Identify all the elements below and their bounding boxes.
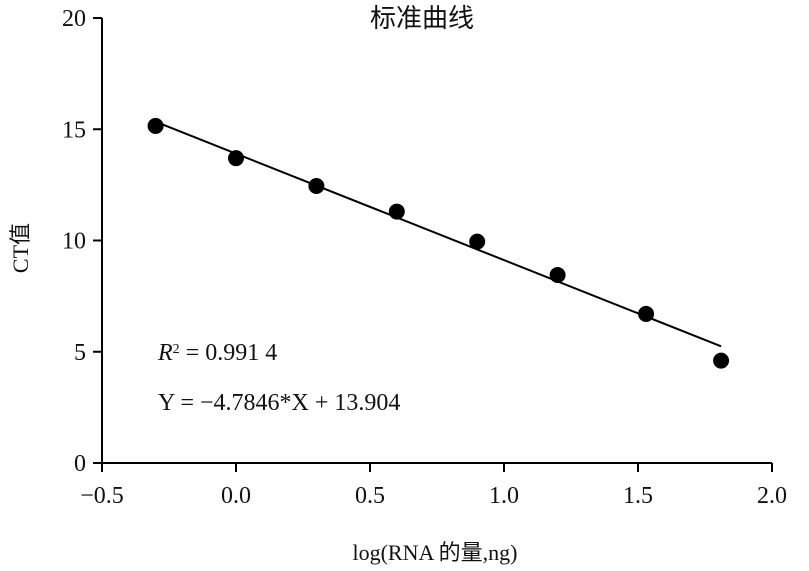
x-axis-ticks: −0.5 0.0 0.5 1.0 1.5 2.0: [80, 463, 787, 509]
data-point: [147, 117, 164, 134]
regression-equation: Y = −4.7846*X + 13.904: [158, 390, 400, 416]
y-tick-label: 15: [62, 117, 86, 143]
data-point: [308, 177, 325, 194]
r-squared-value: = 0.991 4: [180, 340, 278, 366]
y-tick-label: 20: [62, 6, 86, 32]
x-tick-label: 1.0: [489, 483, 519, 509]
regression-line: [155, 120, 722, 348]
r-squared-annotation: R2 = 0.991 4: [157, 340, 277, 366]
r-squared-symbol: R: [157, 340, 173, 366]
x-tick-label: −0.5: [80, 483, 124, 509]
y-tick-label: 10: [62, 229, 86, 255]
x-tick-label: 0.5: [355, 483, 385, 509]
data-point: [638, 305, 655, 322]
fit-line-group: [155, 120, 722, 348]
data-point: [469, 233, 486, 250]
data-point: [388, 203, 405, 220]
x-axis-label: log(RNA 的量,ng): [352, 540, 517, 565]
r-squared-superscript: 2: [173, 342, 180, 357]
y-axis-label: CT值: [8, 223, 33, 273]
x-tick-label: 1.5: [623, 483, 653, 509]
data-point: [549, 266, 566, 283]
y-tick-label: 0: [74, 451, 86, 477]
data-point: [228, 150, 244, 167]
x-tick-label: 2.0: [757, 483, 787, 509]
y-axis-ticks: 0 5 10 15 20: [62, 6, 102, 477]
x-tick-label: 0.0: [221, 483, 251, 509]
y-tick-label: 5: [74, 340, 86, 366]
data-point: [713, 352, 730, 369]
data-points: [147, 117, 730, 369]
chart-title: 标准曲线: [370, 4, 474, 33]
